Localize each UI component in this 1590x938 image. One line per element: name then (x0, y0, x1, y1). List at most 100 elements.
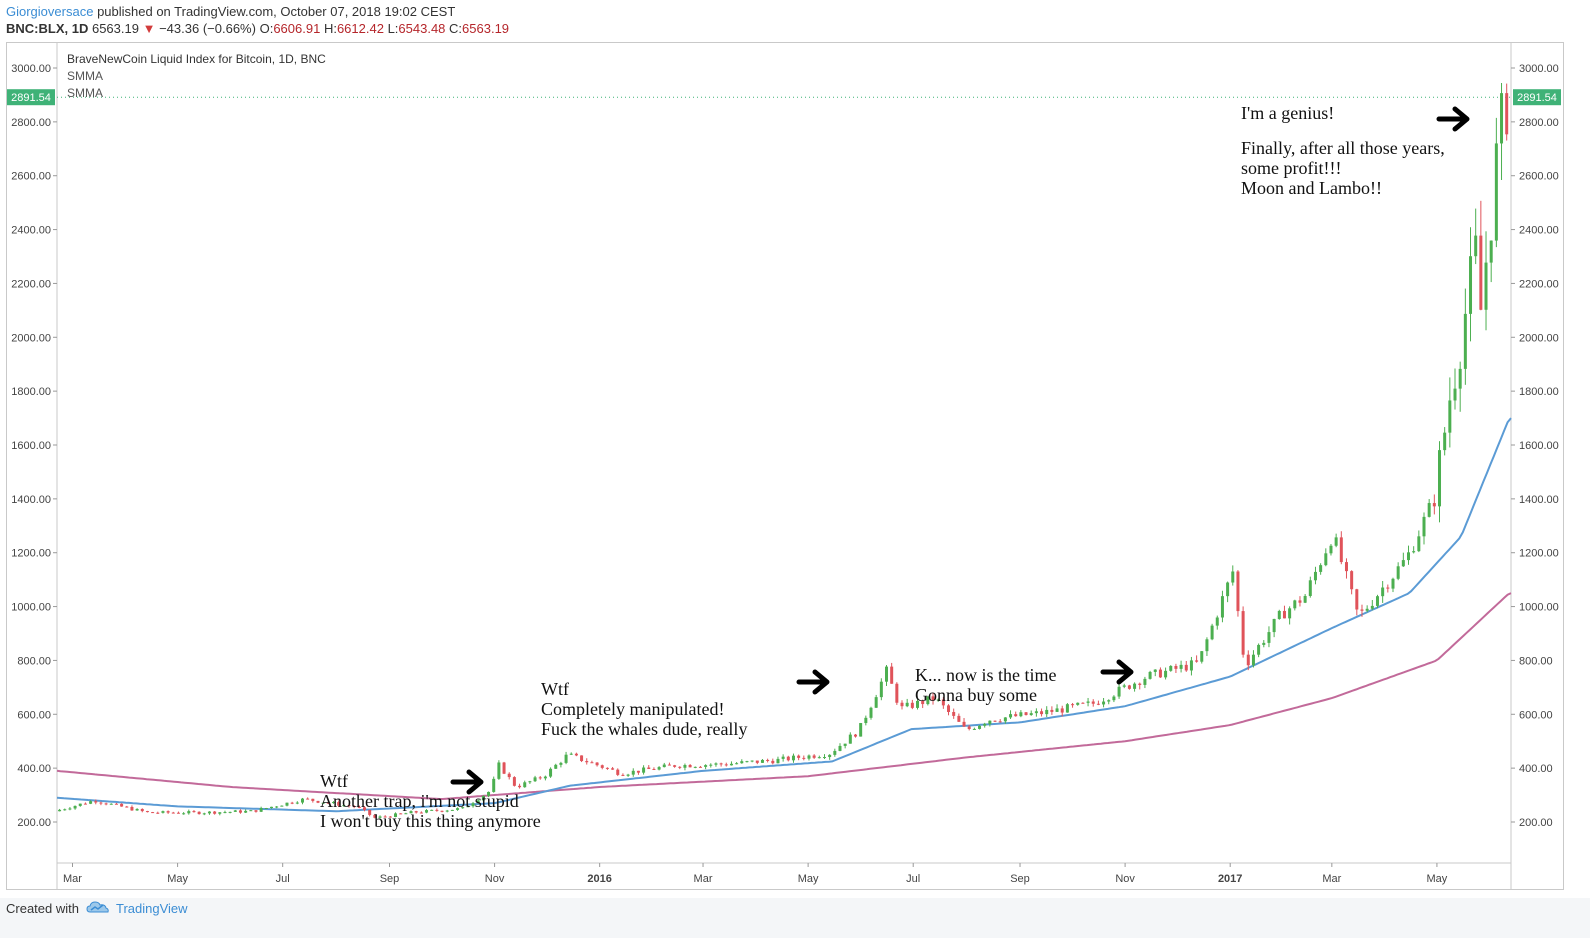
candle-up (1117, 686, 1121, 697)
candle-up (1406, 552, 1410, 561)
candle-up (1107, 700, 1111, 702)
annotation-line: some profit!!! (1241, 158, 1341, 178)
candle-up (321, 802, 325, 804)
candle-up (63, 809, 67, 811)
candle-up (1443, 432, 1447, 451)
candle-up (662, 764, 666, 768)
candle-up (848, 734, 852, 744)
chart-panel[interactable]: 200.00 200.00 400.00 400.00 600.00 600.00 800.… (6, 42, 1564, 890)
candle-up (207, 811, 211, 814)
candle-up (1102, 701, 1106, 705)
annotation-line: Gonna buy some (915, 685, 1037, 705)
candle-up (1489, 240, 1493, 263)
candle-up (73, 805, 77, 809)
candle-up (978, 725, 982, 729)
y-tick-label-right: 600.00 (1519, 709, 1553, 721)
candle-down (419, 812, 423, 814)
candle-down (347, 805, 351, 807)
candle-down (357, 806, 361, 808)
candle-up (394, 813, 398, 818)
last-price: 6563.19 (91, 21, 139, 36)
y-tick-label-right: 2000.00 (1519, 332, 1559, 344)
y-tick-label-left: 1400.00 (11, 494, 51, 506)
candle-down (104, 803, 108, 805)
tradingview-link[interactable]: TradingView (116, 901, 188, 916)
candle-down (156, 812, 160, 814)
price-chart[interactable]: 200.00 200.00 400.00 400.00 600.00 600.00 800.… (7, 43, 1563, 889)
candle-up (709, 764, 713, 766)
candle-up (1438, 450, 1442, 507)
candle-up (1179, 664, 1183, 669)
candle-down (941, 699, 945, 706)
candle-down (518, 785, 522, 788)
candle-up (187, 811, 191, 814)
candle-up (1003, 717, 1007, 722)
y-tick-label-right: 200.00 (1519, 817, 1553, 829)
candle-up (471, 803, 475, 807)
candle-up (1210, 625, 1214, 640)
candle-down (611, 768, 615, 770)
candle-up (1422, 516, 1426, 537)
candle-down (399, 813, 403, 815)
author-link[interactable]: Giorgioversace (6, 4, 94, 19)
y-tick-label-right: 1600.00 (1519, 440, 1559, 452)
down-triangle-icon: ▼ (142, 21, 156, 36)
candle-up (89, 801, 93, 804)
candle-up (1484, 262, 1488, 310)
annotation-line: Fuck the whales dude, really (541, 719, 747, 739)
candle-up (223, 812, 227, 814)
annotation-line: Finally, after all those years, (1241, 138, 1445, 158)
candle-down (254, 810, 258, 812)
candle-up (1205, 639, 1209, 652)
candle-up (466, 806, 470, 808)
annotation-note: I'm a genius! Finally, after all those ye… (1241, 103, 1445, 198)
candle-up (559, 762, 563, 765)
candle-down (947, 705, 951, 712)
candle-down (771, 760, 775, 764)
price-tag-right: 2891.54 (1513, 89, 1561, 106)
y-tick-label-left: 1800.00 (11, 386, 51, 398)
candle-down (352, 806, 356, 808)
candle-down (667, 764, 671, 766)
candle-down (921, 700, 925, 705)
candle-down (580, 755, 584, 762)
candle-down (1360, 609, 1364, 611)
candle-up (109, 803, 113, 805)
candle-up (869, 707, 873, 718)
candle-up (569, 753, 573, 755)
candle-up (549, 768, 553, 777)
footer-bar: Created with TradingView (0, 898, 1590, 938)
y-tick-label-right: 2200.00 (1519, 278, 1559, 290)
candle-down (910, 702, 914, 708)
x-tick-label: Mar (694, 873, 713, 885)
candle-down (636, 770, 640, 773)
candle-down (1246, 654, 1250, 666)
candle-up (642, 767, 646, 773)
candle-down (993, 720, 997, 722)
candle-down (962, 721, 966, 727)
candle-up (492, 778, 496, 792)
y-tick-label-right: 2400.00 (1519, 225, 1559, 237)
candle-down (197, 811, 201, 815)
candle-up (1412, 551, 1416, 553)
candle-down (337, 802, 341, 806)
close-label: C: (449, 21, 463, 36)
candle-up (456, 808, 460, 810)
candle-down (647, 767, 651, 769)
tradingview-cloud-icon (86, 901, 109, 913)
candle-up (983, 723, 987, 726)
y-tick-label-right: 3000.00 (1519, 63, 1559, 75)
candle-down (1344, 562, 1348, 572)
candle-up (740, 761, 744, 764)
quote-line: BNC:BLX, 1D 6563.19 ▼ −43.36 (−0.66%) O:… (6, 20, 1586, 37)
candle-down (507, 773, 511, 778)
candle-up (445, 810, 449, 812)
published-text: published on TradingView.com, October 07… (97, 4, 456, 19)
candle-up (476, 800, 480, 804)
y-tick-label-right: 2600.00 (1519, 171, 1559, 183)
candle-down (853, 734, 857, 737)
candle-down (120, 803, 124, 807)
smma-fast-line (56, 417, 1512, 813)
x-tick-label: May (798, 873, 819, 885)
candle-up (378, 816, 382, 818)
